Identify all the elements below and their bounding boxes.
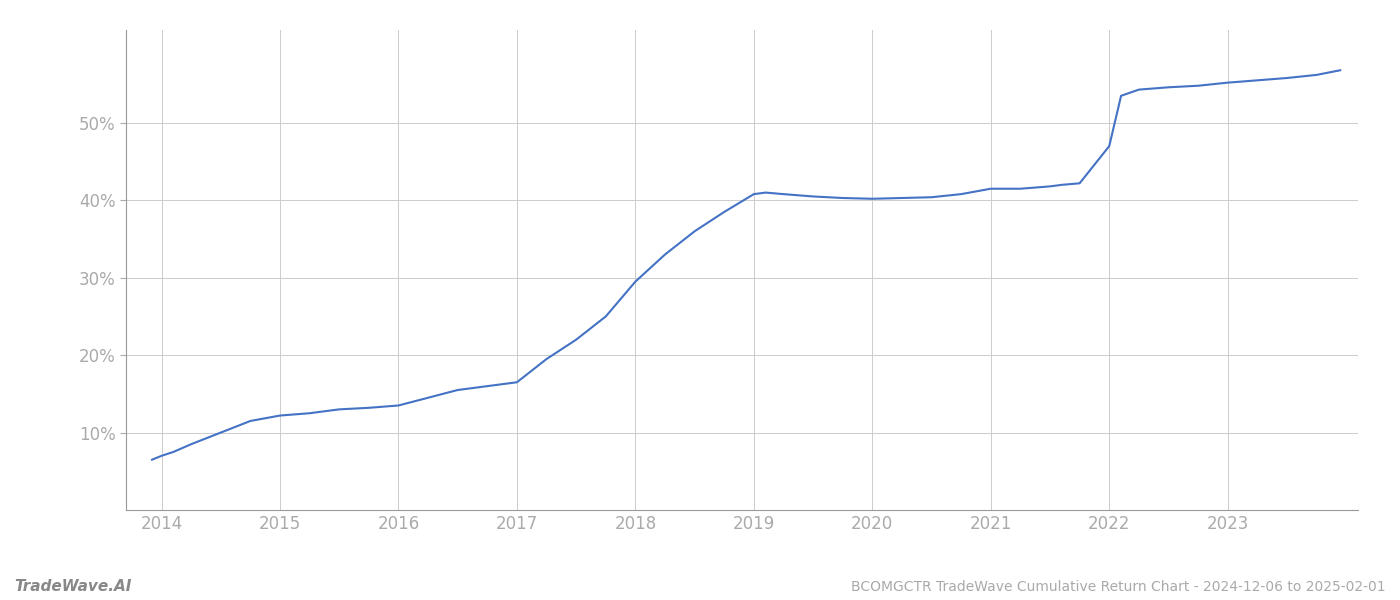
Text: TradeWave.AI: TradeWave.AI	[14, 579, 132, 594]
Text: BCOMGCTR TradeWave Cumulative Return Chart - 2024-12-06 to 2025-02-01: BCOMGCTR TradeWave Cumulative Return Cha…	[851, 580, 1386, 594]
